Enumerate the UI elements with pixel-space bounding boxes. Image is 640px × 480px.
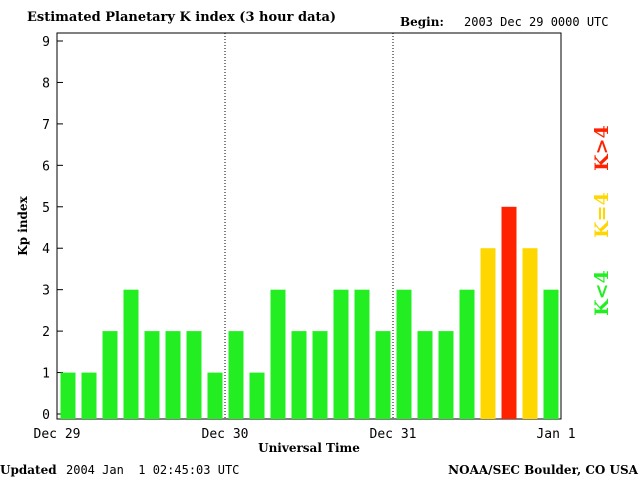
- y-tick-label: 0: [42, 408, 50, 423]
- bar: [60, 372, 76, 419]
- begin-value: 2003 Dec 29 0000 UTC: [464, 15, 609, 29]
- bar: [249, 372, 265, 419]
- bar: [375, 331, 391, 419]
- x-tick-label: Jan 1: [536, 427, 575, 442]
- y-axis-label: Kp index: [16, 195, 30, 255]
- bar: [417, 331, 433, 419]
- bar: [270, 289, 286, 419]
- y-tick-label: 9: [42, 35, 50, 50]
- updated-value: 2004 Jan 1 02:45:03 UTC: [66, 463, 239, 477]
- y-tick-label: 3: [42, 284, 50, 299]
- begin-label: Begin:: [400, 15, 444, 29]
- bar: [459, 289, 475, 419]
- bar: [81, 372, 97, 419]
- footer-source: NOAA/SEC Boulder, CO USA: [448, 463, 639, 477]
- legend-low: K<4: [591, 270, 613, 316]
- x-tick-label: Dec 29: [34, 427, 81, 442]
- bar: [480, 248, 496, 419]
- y-axis: 0 1 2 3 4 5 6 7 8 9: [42, 35, 63, 423]
- bar: [396, 289, 412, 419]
- bar: [501, 206, 517, 419]
- bar: [144, 331, 160, 419]
- chart-title: Estimated Planetary K index (3 hour data…: [27, 10, 336, 25]
- x-axis-label: Universal Time: [258, 441, 360, 455]
- y-tick-label: 4: [42, 242, 50, 257]
- updated-label: Updated: [0, 463, 57, 477]
- bar: [438, 331, 454, 419]
- y-tick-label: 1: [42, 367, 50, 382]
- bar: [207, 372, 223, 419]
- bar: [333, 289, 349, 419]
- bar: [543, 289, 559, 419]
- x-tick-label: Dec 30: [202, 427, 249, 442]
- bar: [165, 331, 181, 419]
- bar: [291, 331, 307, 419]
- bar: [186, 331, 202, 419]
- y-tick-label: 2: [42, 325, 50, 340]
- bar: [123, 289, 139, 419]
- plot-area: [56, 32, 562, 420]
- bar-series: [60, 206, 559, 419]
- legend-equal: K=4: [591, 192, 613, 238]
- bar: [228, 331, 244, 419]
- bar: [522, 248, 538, 419]
- y-tick-label: 5: [42, 201, 50, 216]
- bar: [102, 331, 118, 419]
- y-tick-label: 7: [42, 118, 50, 133]
- bar: [312, 331, 328, 419]
- y-tick-label: 6: [42, 159, 50, 174]
- bar: [354, 289, 370, 419]
- x-tick-label: Dec 31: [370, 427, 417, 442]
- y-tick-label: 8: [42, 76, 50, 91]
- legend-high: K>4: [591, 125, 613, 171]
